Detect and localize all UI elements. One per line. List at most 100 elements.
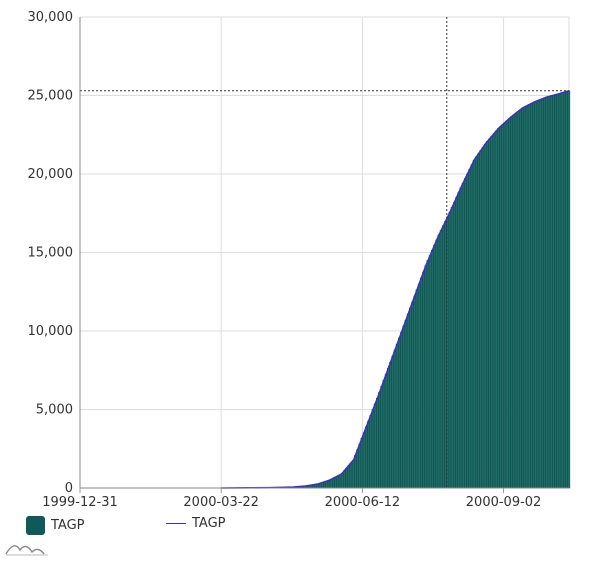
bar[interactable] xyxy=(356,449,359,489)
bar[interactable] xyxy=(538,99,542,489)
bar[interactable] xyxy=(387,367,390,489)
bar[interactable] xyxy=(409,307,412,489)
bar[interactable] xyxy=(400,331,403,489)
bar[interactable] xyxy=(479,150,483,489)
bar[interactable] xyxy=(365,426,368,489)
bar[interactable] xyxy=(532,102,535,489)
bar[interactable] xyxy=(488,138,491,489)
bar[interactable] xyxy=(554,94,557,489)
line-path[interactable] xyxy=(221,90,570,489)
bar[interactable] xyxy=(519,109,522,489)
bar[interactable] xyxy=(329,479,333,489)
bar[interactable] xyxy=(373,403,377,489)
bar[interactable] xyxy=(413,295,417,489)
bar[interactable] xyxy=(497,128,500,489)
bar[interactable] xyxy=(536,100,540,489)
bar[interactable] xyxy=(382,379,386,489)
bar[interactable] xyxy=(464,178,467,489)
bar[interactable] xyxy=(389,361,392,489)
bar[interactable] xyxy=(547,96,551,489)
legend-item-bar[interactable]: TAGP xyxy=(26,516,85,535)
bar[interactable] xyxy=(545,96,549,489)
bar[interactable] xyxy=(461,182,465,489)
bar[interactable] xyxy=(565,91,568,489)
bar[interactable] xyxy=(376,397,379,489)
bar[interactable] xyxy=(362,432,366,489)
bar[interactable] xyxy=(332,477,335,489)
bar[interactable] xyxy=(481,147,485,489)
bar[interactable] xyxy=(398,337,401,489)
bar[interactable] xyxy=(567,90,571,489)
bar[interactable] xyxy=(358,443,362,489)
bar[interactable] xyxy=(560,92,564,489)
bar[interactable] xyxy=(426,260,430,489)
bar[interactable] xyxy=(384,373,388,489)
bar[interactable] xyxy=(345,467,348,489)
bar[interactable] xyxy=(472,159,476,489)
bar[interactable] xyxy=(343,470,346,489)
bar[interactable] xyxy=(549,95,553,489)
bar[interactable] xyxy=(475,156,478,489)
bar-series[interactable] xyxy=(222,90,571,489)
bar[interactable] xyxy=(543,97,546,489)
bar[interactable] xyxy=(437,234,441,489)
bar[interactable] xyxy=(347,465,351,489)
bar[interactable] xyxy=(477,153,480,489)
bar[interactable] xyxy=(395,343,399,489)
bar[interactable] xyxy=(349,462,353,489)
bar[interactable] xyxy=(516,111,520,489)
bar[interactable] xyxy=(404,319,408,489)
bar[interactable] xyxy=(393,349,397,489)
bar[interactable] xyxy=(371,409,375,489)
bar[interactable] xyxy=(391,355,395,489)
bar[interactable] xyxy=(417,283,421,489)
bar[interactable] xyxy=(457,192,461,489)
bar[interactable] xyxy=(360,438,364,489)
legend-item-line[interactable]: TAGP xyxy=(166,516,226,531)
bar[interactable] xyxy=(442,225,445,489)
bar[interactable] xyxy=(501,124,505,489)
bar[interactable] xyxy=(490,135,494,489)
bar[interactable] xyxy=(492,133,496,489)
bar[interactable] xyxy=(514,112,518,489)
bar[interactable] xyxy=(336,475,340,489)
bar[interactable] xyxy=(558,93,562,489)
bar[interactable] xyxy=(510,116,513,489)
bar[interactable] xyxy=(327,480,331,489)
bar[interactable] xyxy=(552,95,555,489)
bar[interactable] xyxy=(334,476,337,489)
bar[interactable] xyxy=(340,473,344,489)
bar[interactable] xyxy=(402,325,406,489)
bar[interactable] xyxy=(503,122,507,489)
bar[interactable] xyxy=(527,104,531,489)
bar[interactable] xyxy=(424,265,428,489)
bar[interactable] xyxy=(470,164,474,489)
bar[interactable] xyxy=(521,107,524,489)
bar[interactable] xyxy=(459,187,463,489)
bar[interactable] xyxy=(483,144,487,489)
bar[interactable] xyxy=(378,392,381,489)
bar[interactable] xyxy=(431,250,434,489)
bar[interactable] xyxy=(351,460,355,489)
bar[interactable] xyxy=(450,207,454,489)
bar[interactable] xyxy=(466,173,469,489)
bar[interactable] xyxy=(433,244,436,489)
bar[interactable] xyxy=(338,474,342,489)
bar[interactable] xyxy=(512,114,516,489)
bar[interactable] xyxy=(380,385,384,489)
bar[interactable] xyxy=(541,98,544,489)
bar[interactable] xyxy=(406,313,410,489)
bar[interactable] xyxy=(422,271,425,489)
bar[interactable] xyxy=(448,211,452,489)
bar[interactable] xyxy=(428,255,432,489)
bar[interactable] xyxy=(435,239,439,489)
bar[interactable] xyxy=(420,277,423,489)
bar[interactable] xyxy=(354,455,357,489)
line-series[interactable] xyxy=(221,90,570,489)
bar[interactable] xyxy=(508,118,511,489)
bar[interactable] xyxy=(439,230,443,489)
bar[interactable] xyxy=(367,420,370,489)
bar[interactable] xyxy=(486,141,489,489)
bar[interactable] xyxy=(411,301,414,489)
bar[interactable] xyxy=(556,93,560,489)
